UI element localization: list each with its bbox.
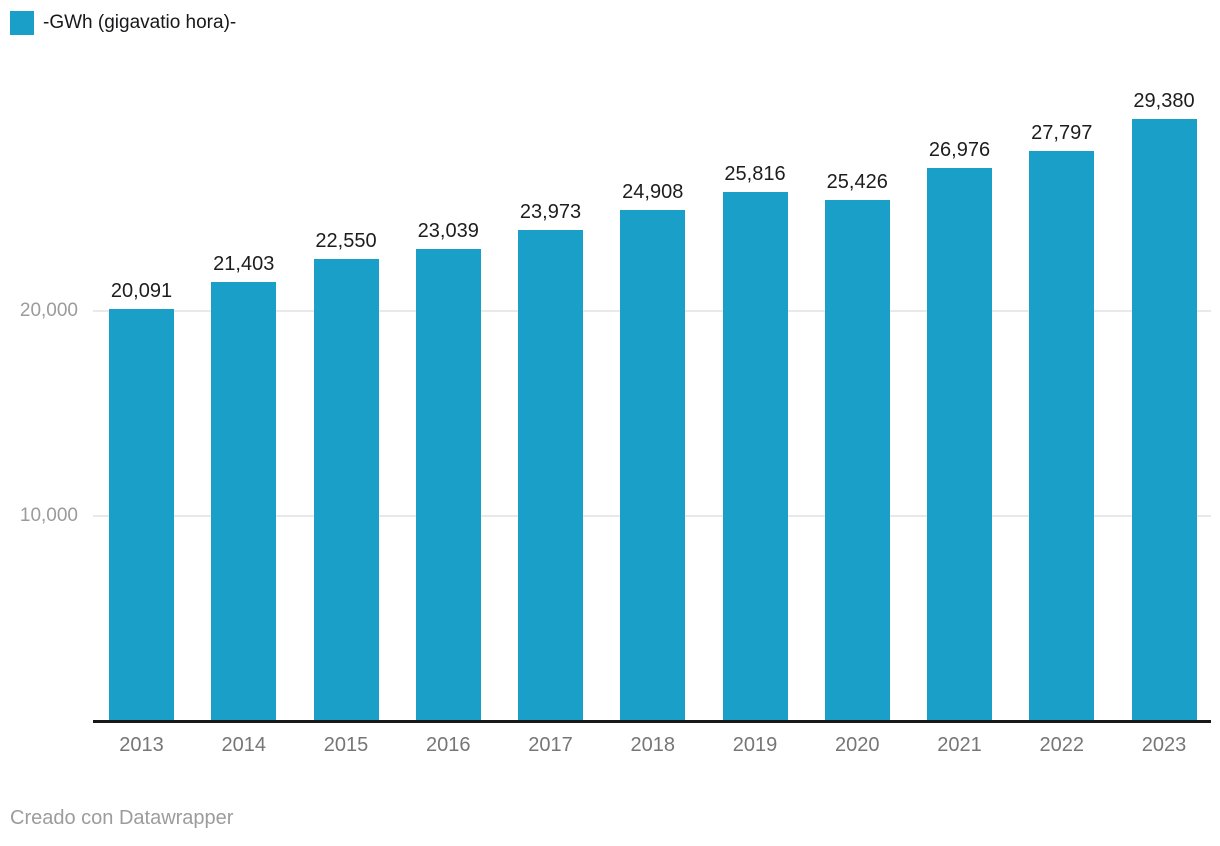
x-tick-label: 2014	[221, 734, 267, 756]
x-tick-label: 2021	[937, 734, 982, 756]
bar	[313, 258, 379, 721]
x-tick-label: 2013	[119, 734, 164, 756]
bar-value-label: 20,091	[110, 280, 173, 303]
bar	[620, 210, 686, 721]
x-tick-label: 2020	[835, 734, 880, 756]
bar-value-label: 23,039	[417, 219, 479, 242]
bar	[518, 229, 583, 721]
legend: -GWh (gigavatio hora)-	[10, 11, 236, 35]
x-tick-label: 2018	[630, 734, 676, 756]
bar-value-label: 21,403	[213, 253, 275, 276]
bar-value-label: 24,908	[622, 181, 684, 204]
bar	[824, 199, 890, 721]
bar-value-label: 25,426	[826, 170, 888, 193]
bar	[927, 168, 992, 721]
bar-value-label: 27,797	[1031, 122, 1093, 145]
y-tick-label: 20,000	[19, 300, 78, 321]
x-tick-label: 2016	[426, 734, 471, 756]
bar	[1029, 151, 1095, 721]
bar	[722, 191, 788, 721]
x-tick-label: 2017	[528, 734, 573, 756]
x-tick-label: 2019	[732, 734, 778, 756]
bar-value-label: 25,816	[724, 162, 786, 185]
bar	[415, 248, 481, 721]
bar	[1131, 118, 1197, 721]
bar	[211, 282, 277, 721]
attribution-text: Creado con Datawrapper	[10, 807, 234, 829]
x-axis-line	[93, 720, 1211, 723]
x-tick-label: 2022	[1039, 734, 1085, 756]
bar-value-label: 23,973	[519, 200, 582, 223]
bar	[109, 309, 174, 721]
x-tick-label: 2015	[323, 734, 369, 756]
legend-color-swatch	[10, 11, 34, 35]
legend-label: -GWh (gigavatio hora)-	[43, 12, 237, 33]
bar-value-label: 26,976	[928, 139, 991, 161]
x-tick-label: 2023	[1141, 734, 1187, 756]
bar-value-label: 29,380	[1133, 89, 1195, 112]
bar-value-label: 22,550	[315, 229, 377, 252]
y-tick-label: 10,000	[19, 505, 78, 526]
